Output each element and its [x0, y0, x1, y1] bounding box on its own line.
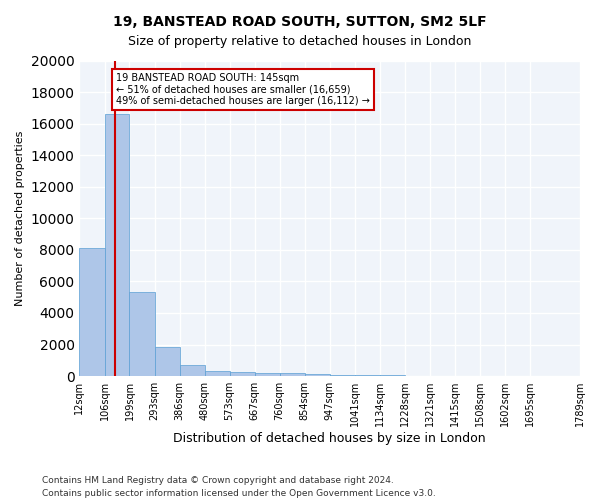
Bar [155, 348, 179, 376]
Bar [305, 374, 330, 376]
Bar [330, 374, 355, 376]
Bar [104, 114, 130, 376]
Bar [79, 248, 104, 376]
Text: Contains HM Land Registry data © Crown copyright and database right 2024.: Contains HM Land Registry data © Crown c… [42, 476, 394, 485]
X-axis label: Distribution of detached houses by size in London: Distribution of detached houses by size … [173, 432, 486, 445]
Bar [179, 365, 205, 376]
Bar [130, 292, 155, 376]
Bar [255, 373, 280, 376]
Bar [230, 372, 255, 376]
Bar [355, 375, 380, 376]
Bar [205, 370, 230, 376]
Bar [280, 373, 305, 376]
Y-axis label: Number of detached properties: Number of detached properties [15, 130, 25, 306]
Text: Size of property relative to detached houses in London: Size of property relative to detached ho… [128, 35, 472, 48]
Text: 19 BANSTEAD ROAD SOUTH: 145sqm
← 51% of detached houses are smaller (16,659)
49%: 19 BANSTEAD ROAD SOUTH: 145sqm ← 51% of … [116, 73, 370, 106]
Text: 19, BANSTEAD ROAD SOUTH, SUTTON, SM2 5LF: 19, BANSTEAD ROAD SOUTH, SUTTON, SM2 5LF [113, 15, 487, 29]
Text: Contains public sector information licensed under the Open Government Licence v3: Contains public sector information licen… [42, 488, 436, 498]
